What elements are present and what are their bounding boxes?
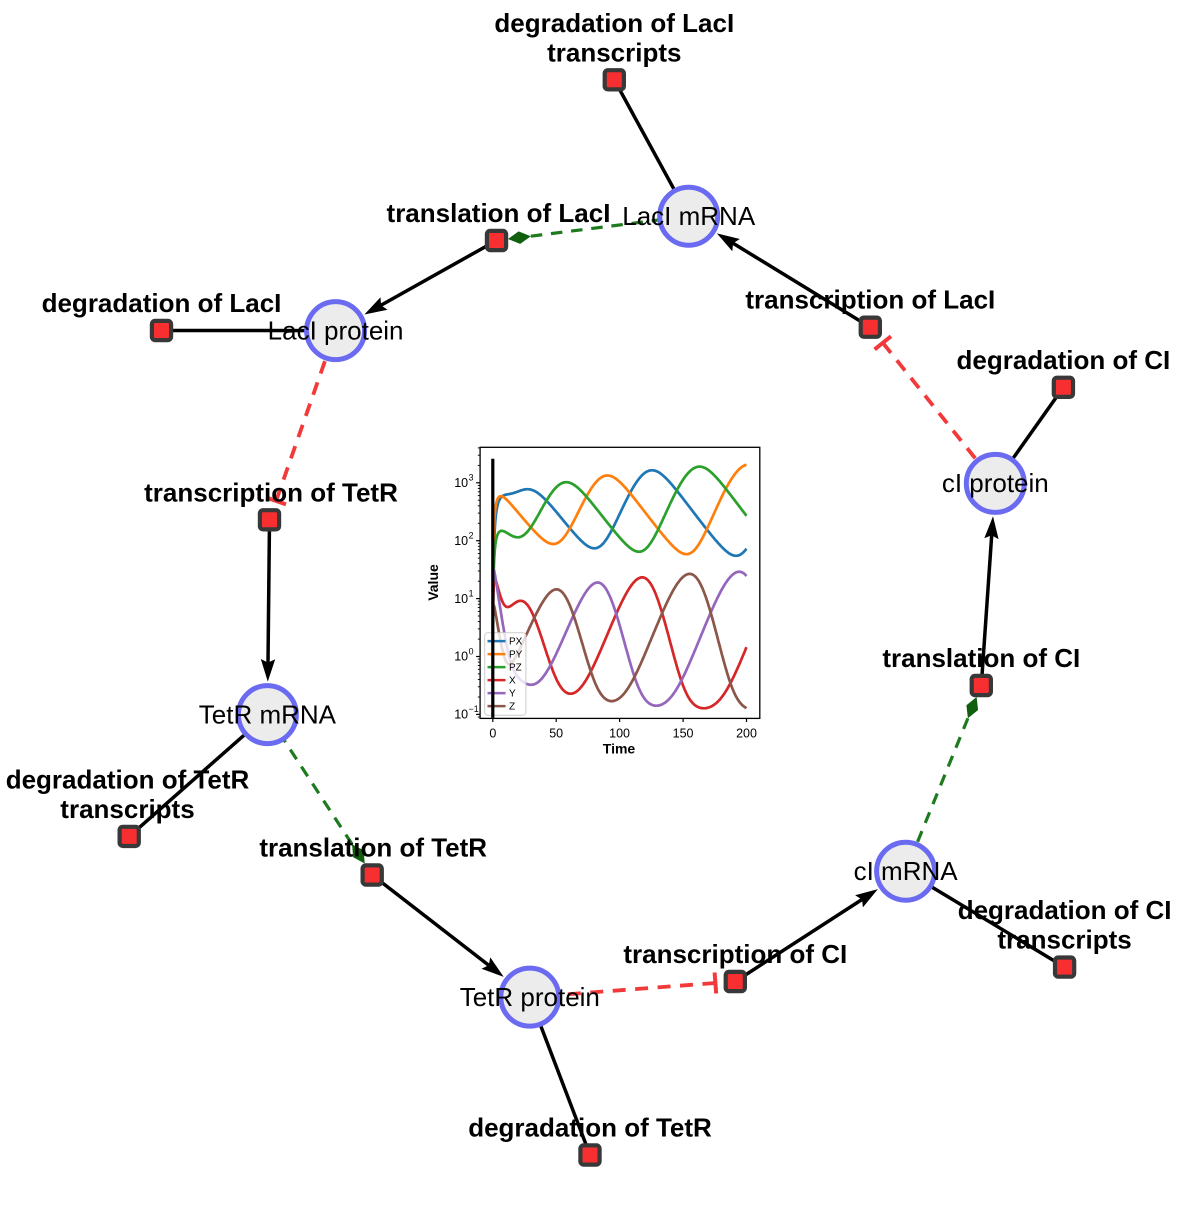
svg-text:0: 0 — [489, 726, 496, 740]
svg-text:degradation of TetR: degradation of TetR — [468, 1113, 712, 1143]
svg-text:Z: Z — [509, 702, 515, 713]
svg-text:0: 0 — [469, 646, 474, 656]
svg-text:transcription of CI: transcription of CI — [623, 939, 847, 969]
svg-text:degradation of LacI: degradation of LacI — [494, 8, 734, 38]
svg-text:translation of TetR: translation of TetR — [259, 833, 487, 863]
svg-text:150: 150 — [673, 726, 694, 740]
svg-text:transcription of TetR: transcription of TetR — [144, 477, 398, 507]
svg-text:PX: PX — [509, 637, 523, 648]
svg-text:TetR mRNA: TetR mRNA — [199, 699, 337, 729]
svg-text:cI protein: cI protein — [942, 468, 1049, 498]
svg-text:1: 1 — [469, 588, 474, 598]
svg-text:degradation of CI: degradation of CI — [958, 895, 1172, 925]
svg-text:transcripts: transcripts — [997, 925, 1131, 955]
svg-text:Y: Y — [509, 689, 516, 700]
svg-text:10: 10 — [454, 708, 468, 722]
svg-text:transcription of LacI: transcription of LacI — [745, 285, 995, 315]
svg-text:transcripts: transcripts — [60, 794, 194, 824]
svg-text:X: X — [509, 676, 516, 687]
svg-text:10: 10 — [454, 592, 468, 606]
svg-text:LacI protein: LacI protein — [268, 315, 404, 345]
svg-text:3: 3 — [469, 473, 474, 483]
svg-text:10: 10 — [454, 534, 468, 548]
svg-text:Value: Value — [425, 564, 441, 601]
svg-text:200: 200 — [736, 726, 757, 740]
svg-text:transcripts: transcripts — [547, 37, 681, 67]
svg-text:10: 10 — [454, 476, 468, 490]
svg-text:PY: PY — [509, 650, 523, 661]
svg-text:degradation of TetR: degradation of TetR — [6, 764, 250, 794]
svg-text:translation of LacI: translation of LacI — [387, 198, 611, 228]
svg-text:10: 10 — [454, 650, 468, 664]
svg-text:TetR protein: TetR protein — [460, 982, 600, 1012]
svg-text:Time: Time — [603, 741, 636, 757]
svg-text:2: 2 — [469, 531, 474, 541]
svg-text:cI mRNA: cI mRNA — [854, 856, 959, 886]
svg-text:−1: −1 — [469, 704, 479, 714]
svg-text:LacI mRNA: LacI mRNA — [622, 201, 756, 231]
svg-text:translation of CI: translation of CI — [882, 643, 1080, 673]
svg-text:100: 100 — [609, 726, 630, 740]
svg-text:degradation of LacI: degradation of LacI — [42, 288, 282, 318]
svg-text:50: 50 — [549, 726, 563, 740]
svg-text:PZ: PZ — [509, 663, 522, 674]
svg-text:degradation of CI: degradation of CI — [957, 345, 1171, 375]
